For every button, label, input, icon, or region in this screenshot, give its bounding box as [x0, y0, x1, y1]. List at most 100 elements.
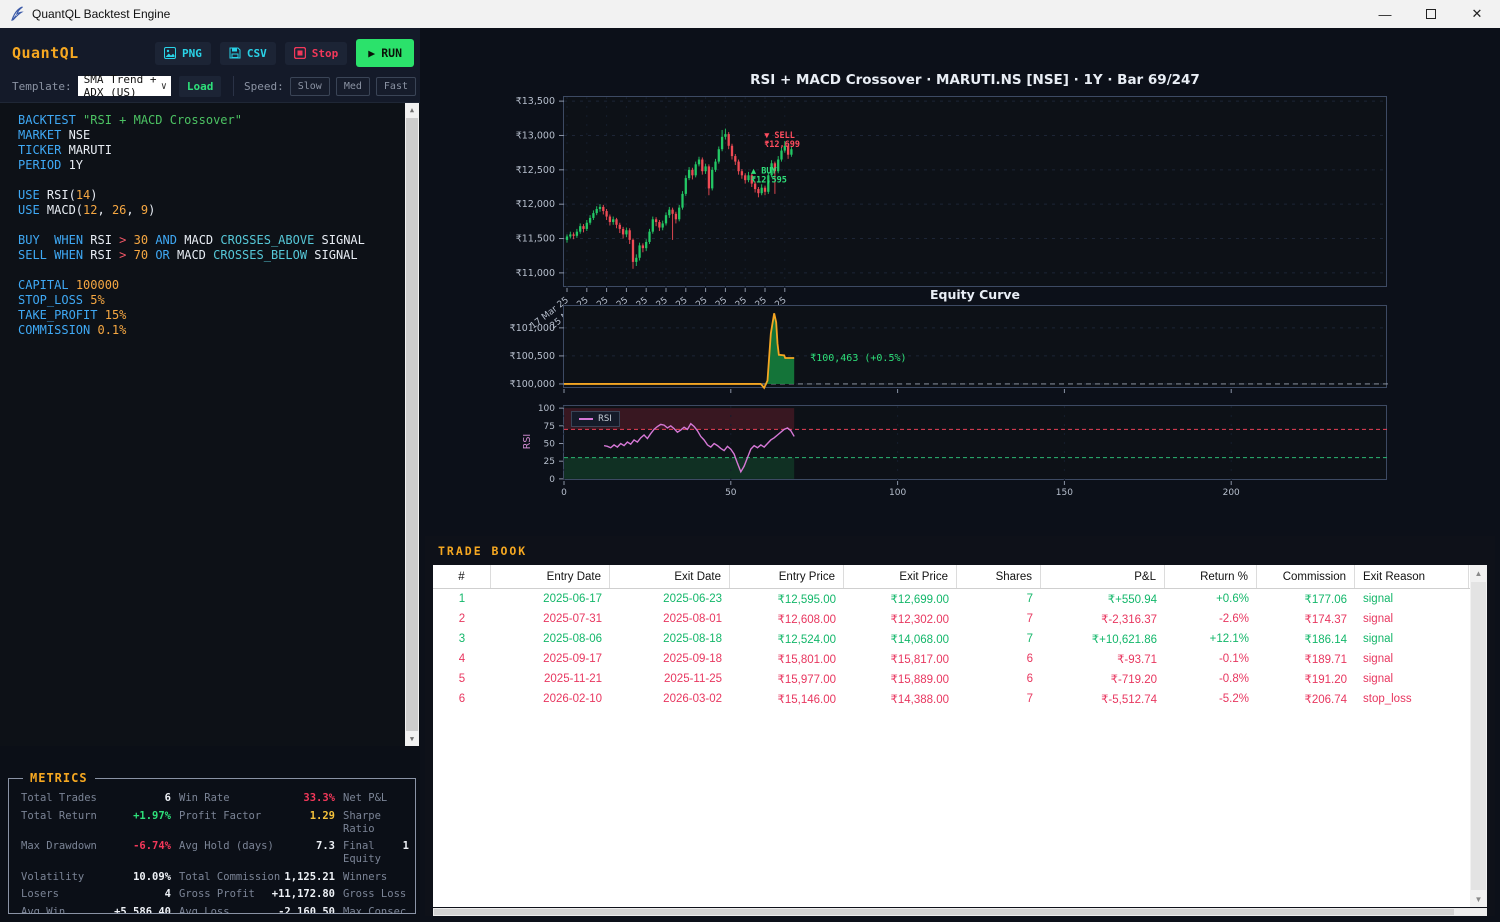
code-line: CAPITAL 100000	[18, 278, 405, 293]
metrics-panel: METRICS Total Trades6Win Rate33.3%Net P&…	[8, 778, 416, 914]
metrics-grid: Total Trades6Win Rate33.3%Net P&LTotal R…	[21, 792, 409, 913]
minimize-button[interactable]: —	[1362, 0, 1408, 28]
metric-cell: Losers4	[21, 888, 171, 901]
image-icon	[164, 47, 176, 59]
app-feather-icon	[10, 6, 24, 22]
code-content[interactable]: BACKTEST "RSI + MACD Crossover"MARKET NS…	[0, 103, 405, 746]
scroll-up-icon[interactable]: ▲	[405, 103, 419, 117]
svg-text:₹13,500: ₹13,500	[516, 96, 555, 107]
scroll-up-icon[interactable]: ▲	[1470, 565, 1487, 581]
editor-scrollbar[interactable]: ▲ ▼	[405, 103, 419, 746]
table-hscrollbar[interactable]	[433, 908, 1487, 916]
trade-cell: ₹15,817.00	[844, 649, 957, 669]
trade-cell: ₹15,801.00	[730, 649, 844, 669]
trade-cell: 2025-09-17	[491, 649, 610, 669]
svg-text:₹12,699: ₹12,699	[764, 140, 800, 150]
speed-med-button[interactable]: Med	[336, 77, 370, 96]
rsi-legend-label: RSI	[598, 414, 612, 424]
svg-text:₹11,500: ₹11,500	[516, 234, 555, 245]
trade-book-title: TRADE BOOK	[438, 544, 527, 558]
rsi-legend: RSI	[571, 411, 620, 427]
close-button[interactable]: ✕	[1454, 0, 1500, 28]
trade-cell: -2.6%	[1165, 609, 1257, 629]
code-line: TAKE_PROFIT 15%	[18, 308, 405, 323]
png-label: PNG	[182, 47, 202, 60]
scrollbar-thumb[interactable]	[1471, 582, 1486, 890]
trade-row[interactable]: 12025-06-172025-06-23₹12,595.00₹12,699.0…	[433, 589, 1470, 609]
speed-slow-button[interactable]: Slow	[290, 77, 330, 96]
metric-cell: Profit Factor1.29	[179, 810, 335, 836]
export-png-button[interactable]: PNG	[155, 42, 211, 65]
trade-cell: ₹186.14	[1257, 629, 1355, 649]
stop-label: Stop	[312, 47, 339, 60]
trade-cell: 2026-03-02	[610, 689, 730, 709]
hscrollbar-thumb[interactable]	[434, 909, 1454, 915]
trade-cell: ₹-2,316.37	[1041, 609, 1165, 629]
svg-text:100: 100	[889, 488, 906, 498]
trade-cell: +0.6%	[1165, 589, 1257, 609]
trade-row[interactable]: 62026-02-102026-03-02₹15,146.00₹14,388.0…	[433, 689, 1470, 709]
trade-cell: ₹15,889.00	[844, 669, 957, 689]
trade-cell: ₹12,608.00	[730, 609, 844, 629]
trade-cell: ₹-93.71	[1041, 649, 1165, 669]
maximize-button[interactable]	[1408, 0, 1454, 28]
trade-cell: 6	[957, 669, 1041, 689]
trade-row[interactable]: 22025-07-312025-08-01₹12,608.00₹12,302.0…	[433, 609, 1470, 629]
column-header-p-l[interactable]: P&L	[1041, 565, 1165, 588]
code-line	[18, 263, 405, 278]
svg-text:200: 200	[1223, 488, 1240, 498]
column-header-exit-reason[interactable]: Exit Reason	[1355, 565, 1469, 588]
code-line: STOP_LOSS 5%	[18, 293, 405, 308]
svg-text:₹101,000: ₹101,000	[510, 323, 555, 334]
trade-cell: 2025-08-01	[610, 609, 730, 629]
column-header-entry-date[interactable]: Entry Date	[491, 565, 610, 588]
trade-row[interactable]: 52025-11-212025-11-25₹15,977.00₹15,889.0…	[433, 669, 1470, 689]
metric-cell: Net P&L	[343, 792, 409, 805]
trade-cell: ₹177.06	[1257, 589, 1355, 609]
metric-cell: Sharpe Ratio	[343, 810, 409, 836]
title-bar: QuantQL Backtest Engine — ✕	[0, 0, 1500, 28]
column-header-exit-date[interactable]: Exit Date	[610, 565, 730, 588]
price-chart: ₹13,500₹13,000₹12,500₹12,000₹11,500₹11,0…	[563, 96, 1387, 287]
stop-button[interactable]: Stop	[285, 42, 348, 65]
code-line: BACKTEST "RSI + MACD Crossover"	[18, 113, 405, 128]
trade-row[interactable]: 42025-09-172025-09-18₹15,801.00₹15,817.0…	[433, 649, 1470, 669]
export-csv-button[interactable]: CSV	[220, 42, 276, 65]
column-header-return-[interactable]: Return %	[1165, 565, 1257, 588]
svg-text:0: 0	[549, 475, 555, 485]
column-header-entry-price[interactable]: Entry Price	[730, 565, 844, 588]
code-editor[interactable]: BACKTEST "RSI + MACD Crossover"MARKET NS…	[0, 103, 420, 746]
svg-text:₹12,000: ₹12,000	[516, 199, 555, 210]
trade-cell: 6	[433, 689, 491, 709]
svg-text:₹100,500: ₹100,500	[510, 351, 555, 362]
template-select[interactable]: SMA Trend + ADX (US) ∨	[78, 76, 171, 96]
trade-cell: ₹12,302.00	[844, 609, 957, 629]
trade-cell: signal	[1355, 649, 1469, 669]
scroll-down-icon[interactable]: ▼	[405, 732, 419, 746]
column-header--[interactable]: #	[433, 565, 491, 588]
table-header-row: #Entry DateExit DateEntry PriceExit Pric…	[433, 565, 1470, 589]
metric-cell: Max Consec Wins	[343, 906, 409, 914]
column-header-exit-price[interactable]: Exit Price	[844, 565, 957, 588]
scrollbar-thumb[interactable]	[406, 118, 418, 731]
trade-cell: ₹-5,512.74	[1041, 689, 1165, 709]
table-scrollbar[interactable]: ▲ ▼	[1470, 565, 1487, 907]
svg-text:100: 100	[538, 404, 555, 414]
csv-label: CSV	[247, 47, 267, 60]
load-template-button[interactable]: Load	[179, 76, 222, 97]
scroll-down-icon[interactable]: ▼	[1470, 891, 1487, 907]
trade-cell: ₹12,595.00	[730, 589, 844, 609]
trade-cell: 2025-09-18	[610, 649, 730, 669]
trade-cell: signal	[1355, 609, 1469, 629]
column-header-shares[interactable]: Shares	[957, 565, 1041, 588]
svg-text:50: 50	[725, 488, 737, 498]
trade-cell: 2025-07-31	[491, 609, 610, 629]
run-button[interactable]: ▶ RUN	[356, 39, 414, 67]
equity-chart: ₹101,000₹100,500₹100,000₹100,463 (+0.5%)	[563, 305, 1387, 388]
metric-cell: Avg Win+5,586.40	[21, 906, 171, 914]
speed-fast-button[interactable]: Fast	[376, 77, 416, 96]
column-header-commission[interactable]: Commission	[1257, 565, 1355, 588]
trade-row[interactable]: 32025-08-062025-08-18₹12,524.00₹14,068.0…	[433, 629, 1470, 649]
trade-cell: 7	[957, 609, 1041, 629]
trade-cell: 7	[957, 689, 1041, 709]
